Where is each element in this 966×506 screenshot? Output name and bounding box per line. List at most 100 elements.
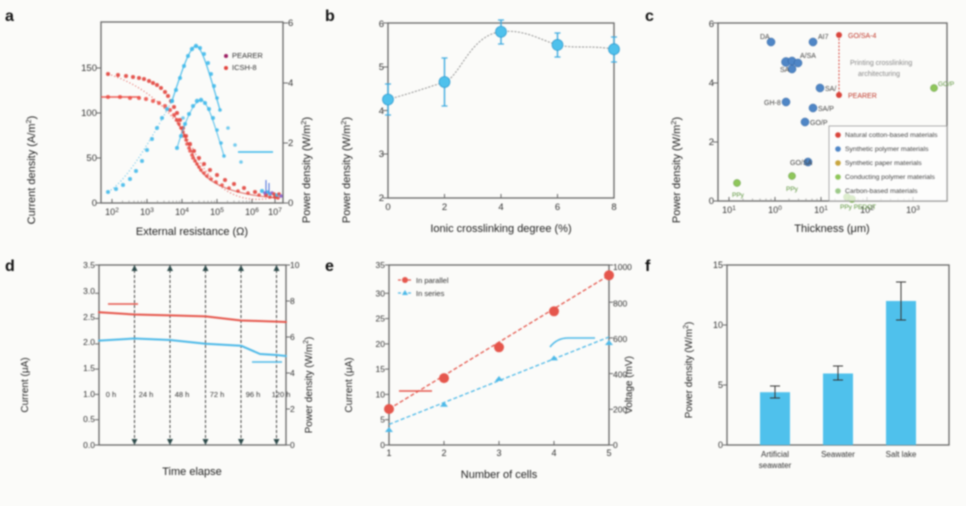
svg-text:4: 4 bbox=[290, 368, 295, 378]
svg-text:800: 800 bbox=[613, 299, 627, 309]
svg-text:External resistance (Ω): External resistance (Ω) bbox=[136, 226, 248, 238]
svg-text:103: 103 bbox=[906, 205, 920, 215]
svg-text:1.0: 1.0 bbox=[83, 389, 95, 399]
svg-text:3: 3 bbox=[496, 448, 501, 458]
svg-text:1: 1 bbox=[386, 448, 391, 458]
svg-text:48 h: 48 h bbox=[175, 390, 190, 399]
svg-text:8: 8 bbox=[290, 296, 295, 306]
svg-text:3.5: 3.5 bbox=[83, 260, 95, 270]
svg-text:150: 150 bbox=[81, 63, 97, 74]
svg-text:15: 15 bbox=[713, 260, 723, 270]
svg-text:ICSH-8: ICSH-8 bbox=[232, 63, 257, 72]
svg-text:4: 4 bbox=[551, 448, 556, 458]
svg-text:100: 100 bbox=[768, 205, 782, 215]
svg-text:72 h: 72 h bbox=[210, 390, 225, 399]
svg-text:Natural cotton-based materials: Natural cotton-based materials bbox=[845, 132, 938, 139]
svg-text:2: 2 bbox=[288, 138, 293, 149]
svg-text:GH-8: GH-8 bbox=[764, 100, 781, 107]
svg-text:105: 105 bbox=[210, 207, 224, 217]
svg-text:GO/SA-4: GO/SA-4 bbox=[848, 33, 877, 40]
svg-text:8: 8 bbox=[611, 202, 616, 213]
svg-text:Number of cells: Number of cells bbox=[461, 469, 538, 481]
svg-text:PPy PEDOT: PPy PEDOT bbox=[840, 204, 876, 211]
svg-text:Power density (W/m2): Power density (W/m2) bbox=[299, 117, 313, 223]
svg-text:DA: DA bbox=[760, 34, 770, 41]
svg-text:0.5: 0.5 bbox=[83, 414, 95, 424]
svg-text:103: 103 bbox=[140, 207, 154, 217]
svg-text:Power density (W/m2): Power density (W/m2) bbox=[303, 337, 315, 434]
svg-text:104: 104 bbox=[175, 207, 189, 217]
svg-text:SA/P: SA/P bbox=[818, 106, 834, 113]
svg-text:1000: 1000 bbox=[613, 262, 632, 272]
svg-text:SA: SA bbox=[780, 67, 790, 74]
svg-text:Time elapse: Time elapse bbox=[162, 466, 222, 478]
svg-text:5: 5 bbox=[380, 415, 385, 425]
svg-text:In parallel: In parallel bbox=[416, 276, 449, 285]
svg-text:0: 0 bbox=[288, 198, 293, 209]
svg-text:120 h: 120 h bbox=[272, 390, 291, 399]
svg-text:30: 30 bbox=[376, 288, 386, 298]
svg-text:AI7: AI7 bbox=[818, 34, 829, 41]
svg-text:4: 4 bbox=[379, 106, 384, 117]
svg-text:PPy: PPy bbox=[732, 192, 745, 199]
svg-text:In series: In series bbox=[416, 289, 445, 298]
svg-text:20: 20 bbox=[376, 339, 386, 349]
svg-text:2: 2 bbox=[442, 202, 447, 213]
svg-text:Carbon-based materials: Carbon-based materials bbox=[845, 188, 918, 195]
svg-text:5: 5 bbox=[718, 380, 723, 390]
svg-text:6: 6 bbox=[288, 18, 293, 29]
svg-text:24 h: 24 h bbox=[139, 390, 154, 399]
svg-text:25: 25 bbox=[376, 314, 386, 324]
svg-text:5: 5 bbox=[606, 448, 611, 458]
svg-text:35: 35 bbox=[376, 260, 386, 270]
svg-text:Power density (W/m2): Power density (W/m2) bbox=[683, 322, 695, 419]
svg-text:6: 6 bbox=[290, 332, 295, 342]
svg-text:Synthetic polymer materials: Synthetic polymer materials bbox=[845, 146, 929, 153]
svg-text:2.0: 2.0 bbox=[83, 337, 95, 347]
svg-text:Power density (W/m2): Power density (W/m2) bbox=[669, 117, 683, 223]
svg-text:0.0: 0.0 bbox=[83, 440, 95, 450]
svg-text:3.0: 3.0 bbox=[83, 286, 95, 296]
svg-text:Artificial: Artificial bbox=[761, 450, 789, 459]
svg-text:GO/P: GO/P bbox=[938, 81, 954, 88]
svg-text:6: 6 bbox=[555, 202, 560, 213]
svg-text:2.5: 2.5 bbox=[83, 312, 95, 322]
svg-text:2: 2 bbox=[290, 404, 295, 414]
svg-text:SA/: SA/ bbox=[825, 86, 836, 93]
svg-text:0 h: 0 h bbox=[106, 390, 116, 399]
svg-text:102: 102 bbox=[105, 207, 119, 217]
svg-text:Current (μA): Current (μA) bbox=[344, 357, 355, 412]
svg-text:PEARER: PEARER bbox=[848, 93, 877, 100]
svg-text:100: 100 bbox=[81, 108, 97, 119]
svg-text:6: 6 bbox=[379, 19, 384, 30]
svg-text:101: 101 bbox=[814, 205, 828, 215]
svg-text:Synthetic paper materials: Synthetic paper materials bbox=[845, 160, 922, 167]
svg-text:96 h: 96 h bbox=[246, 390, 261, 399]
svg-text:107: 107 bbox=[268, 207, 282, 217]
svg-text:10: 10 bbox=[376, 389, 386, 399]
svg-text:Thickness (μm): Thickness (μm) bbox=[794, 223, 869, 235]
svg-text:50: 50 bbox=[86, 153, 97, 164]
svg-text:Seawater: Seawater bbox=[821, 450, 855, 459]
svg-text:Power density (W/m2): Power density (W/m2) bbox=[339, 117, 353, 223]
svg-text:600: 600 bbox=[613, 334, 627, 344]
svg-text:2: 2 bbox=[441, 448, 446, 458]
svg-text:PPy: PPy bbox=[786, 186, 799, 193]
svg-text:seawater: seawater bbox=[759, 461, 792, 470]
svg-text:0: 0 bbox=[613, 440, 618, 450]
svg-text:0: 0 bbox=[718, 440, 723, 450]
svg-text:Salt lake: Salt lake bbox=[886, 450, 917, 459]
svg-text:0: 0 bbox=[385, 202, 390, 213]
svg-text:Current density (A/m2): Current density (A/m2) bbox=[24, 116, 38, 225]
svg-text:1.5: 1.5 bbox=[83, 363, 95, 373]
svg-text:architecturing: architecturing bbox=[858, 71, 900, 78]
svg-text:10: 10 bbox=[713, 320, 723, 330]
svg-text:10: 10 bbox=[290, 260, 300, 270]
svg-text:Voltage (mV): Voltage (mV) bbox=[624, 356, 635, 414]
svg-text:GO/SA: GO/SA bbox=[790, 160, 813, 167]
svg-text:PEARER: PEARER bbox=[232, 51, 263, 60]
svg-text:Conducting polymer materials: Conducting polymer materials bbox=[845, 174, 936, 181]
svg-text:106: 106 bbox=[245, 207, 259, 217]
svg-text:0: 0 bbox=[380, 440, 385, 450]
svg-text:101: 101 bbox=[722, 205, 736, 215]
